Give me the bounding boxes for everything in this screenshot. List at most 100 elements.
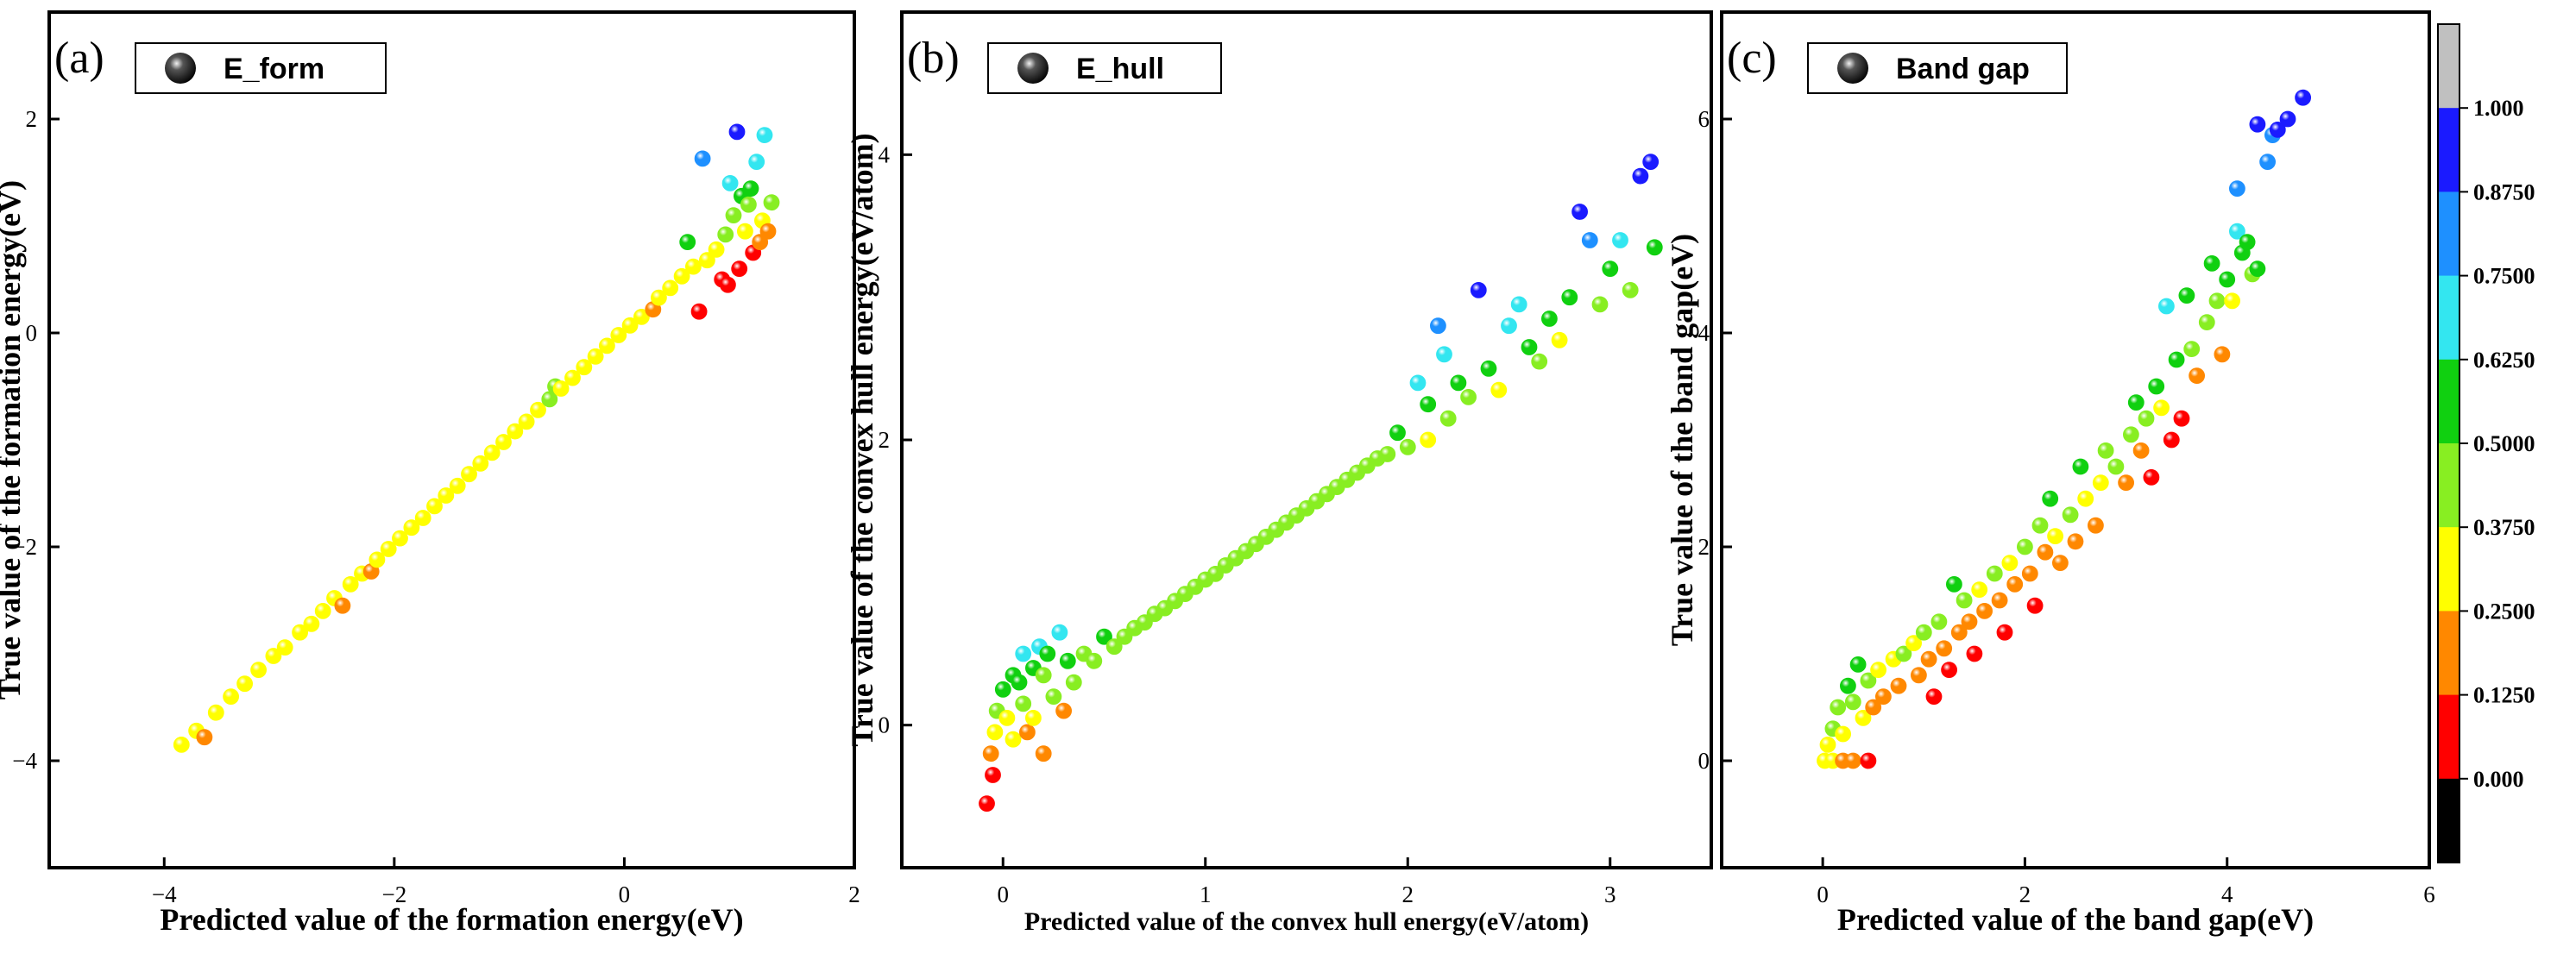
data-point [2269,121,2286,138]
data-point [530,401,546,418]
x-tick-label: 2 [2019,882,2031,907]
data-point [2189,367,2206,385]
colorbar-tick-label: 0.000 [2473,767,2524,792]
data-point [2122,426,2139,443]
data-point [1096,628,1112,645]
data-point [223,688,240,705]
data-point [708,241,725,258]
colorbar-tick-label: 0.3750 [2473,515,2535,540]
data-point [2163,431,2180,449]
data-point [1646,239,1663,256]
data-point [1835,725,1852,743]
data-point [2026,597,2044,614]
data-point [1450,374,1467,392]
data-point [1011,674,1028,691]
data-point [2178,287,2195,304]
colorbar-band [2438,24,2459,109]
data-point [720,276,736,293]
y-tick-label: 2 [1698,534,1710,560]
y-tick-label: 4 [879,141,891,167]
data-point [1039,645,1056,662]
data-point [742,180,759,198]
data-point [236,675,254,693]
data-point [621,317,639,334]
data-point [1936,640,1953,657]
data-point [759,223,777,240]
data-point [1035,667,1052,684]
data-point [2249,116,2266,133]
data-point [2249,260,2266,278]
y-axis-title: True value of the formation energy(eV) [0,180,27,700]
data-point [1420,396,1437,413]
data-point [1439,410,1457,427]
data-point [737,223,753,240]
data-point [2203,254,2220,272]
data-point [610,327,627,343]
data-point [1956,592,1973,609]
data-point [2148,378,2165,395]
y-axis-title: True value of the band gap(eV) [1665,234,1699,646]
data-point [1551,331,1568,348]
data-point [2092,474,2109,491]
data-point [2219,271,2236,288]
data-point [685,258,702,275]
data-point [986,724,1004,741]
colorbar-band [2438,694,2459,780]
data-point [564,369,581,386]
data-point [1976,603,1993,619]
data-point [1561,289,1578,306]
data-point [985,767,1001,783]
data-point [2214,346,2231,363]
x-tick-label: 0 [998,882,1010,907]
data-point [982,745,999,762]
data-point [334,597,351,614]
data-point [2097,442,2114,459]
data-point [1045,688,1062,705]
data-point [207,704,224,721]
data-point [276,639,293,656]
data-point [2157,298,2175,315]
data-point [1870,662,1887,678]
x-tick-label: 0 [619,882,631,907]
data-point [599,337,615,355]
data-point [1015,695,1032,712]
data-point [2037,543,2054,561]
y-axis-title: True value of the convex hull energy(eV/… [845,133,879,746]
data-point [2143,469,2160,486]
data-point [1025,710,1042,726]
data-point [1855,710,1872,726]
data-point [1015,645,1032,662]
data-point [2047,528,2064,544]
data-point [1389,424,1406,442]
plot-frame [47,10,856,869]
y-tick-label: 0 [879,712,891,738]
data-point [979,795,995,812]
data-point [483,444,501,461]
data-point [717,226,734,243]
plot-frame [900,10,1713,869]
data-point [679,234,696,251]
data-point [1379,446,1396,462]
data-point [368,551,386,568]
x-tick-label: −2 [381,882,406,907]
data-point [1971,581,1988,598]
colorbar-tick-label: 0.5000 [2473,431,2535,456]
data-point [303,615,320,632]
data-point [552,380,570,397]
data-point [2239,234,2256,251]
data-point [1035,745,1052,762]
data-point [1059,652,1076,669]
data-point [763,194,780,211]
data-points [173,123,780,753]
data-point [495,434,512,450]
data-point [1019,724,1036,741]
data-point [1490,381,1508,398]
panel-label: (c) [1727,34,1777,83]
data-point [461,466,477,483]
y-tick-label: 4 [1698,320,1710,346]
data-point [2042,490,2059,507]
data-point [342,576,359,593]
data-point [1830,699,1847,716]
x-axis-title: Predicted value of the convex hull energ… [1024,907,1589,936]
